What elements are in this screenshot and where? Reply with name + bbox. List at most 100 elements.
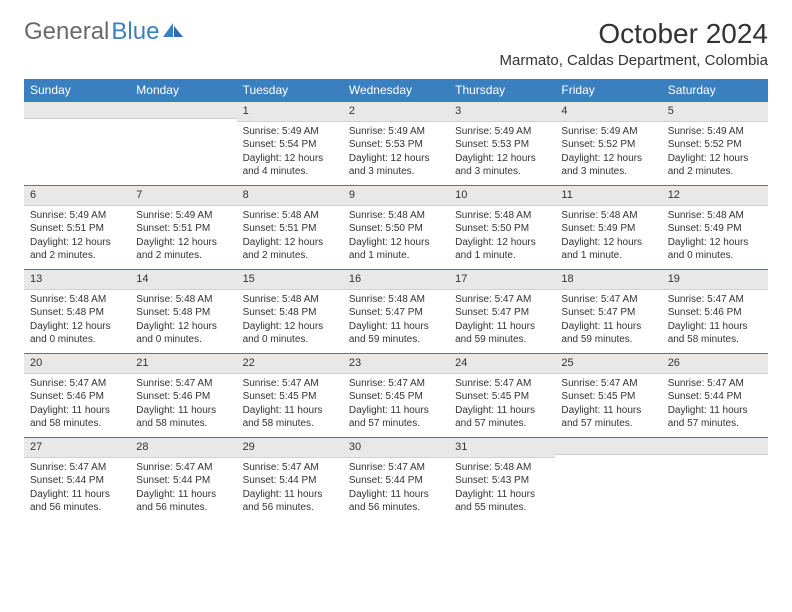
calendar-cell: 22Sunrise: 5:47 AMSunset: 5:45 PMDayligh… [237,353,343,437]
month-title: October 2024 [500,18,768,50]
daylight-text: Daylight: 12 hours and 3 minutes. [561,152,655,179]
calendar-cell: 10Sunrise: 5:48 AMSunset: 5:50 PMDayligh… [449,185,555,269]
sunset-text: Sunset: 5:53 PM [349,138,443,152]
sunrise-text: Sunrise: 5:48 AM [30,293,124,307]
daylight-text: Daylight: 12 hours and 1 minute. [455,236,549,263]
day-number: 25 [555,353,661,374]
sunrise-text: Sunrise: 5:48 AM [349,209,443,223]
logo-text-blue: Blue [111,18,159,46]
daylight-text: Daylight: 12 hours and 0 minutes. [30,320,124,347]
sunset-text: Sunset: 5:53 PM [455,138,549,152]
calendar-cell: 15Sunrise: 5:48 AMSunset: 5:48 PMDayligh… [237,269,343,353]
day-details: Sunrise: 5:47 AMSunset: 5:44 PMDaylight:… [24,458,130,521]
day-details: Sunrise: 5:49 AMSunset: 5:53 PMDaylight:… [343,122,449,185]
sunrise-text: Sunrise: 5:48 AM [668,209,762,223]
calendar-cell: 25Sunrise: 5:47 AMSunset: 5:45 PMDayligh… [555,353,661,437]
day-number: 31 [449,437,555,458]
sunrise-text: Sunrise: 5:48 AM [561,209,655,223]
day-details: Sunrise: 5:48 AMSunset: 5:49 PMDaylight:… [662,206,768,269]
sunset-text: Sunset: 5:47 PM [349,306,443,320]
day-details: Sunrise: 5:49 AMSunset: 5:51 PMDaylight:… [24,206,130,269]
day-number: 10 [449,185,555,206]
sunrise-text: Sunrise: 5:47 AM [455,293,549,307]
calendar-cell [24,101,130,185]
sunrise-text: Sunrise: 5:47 AM [668,377,762,391]
daylight-text: Daylight: 11 hours and 58 minutes. [668,320,762,347]
day-number: 3 [449,101,555,122]
calendar-cell: 16Sunrise: 5:48 AMSunset: 5:47 PMDayligh… [343,269,449,353]
sunrise-text: Sunrise: 5:48 AM [349,293,443,307]
day-details: Sunrise: 5:47 AMSunset: 5:44 PMDaylight:… [343,458,449,521]
sunrise-text: Sunrise: 5:48 AM [243,209,337,223]
sunset-text: Sunset: 5:47 PM [455,306,549,320]
day-header: Saturday [662,79,768,101]
calendar-cell: 5Sunrise: 5:49 AMSunset: 5:52 PMDaylight… [662,101,768,185]
daylight-text: Daylight: 11 hours and 56 minutes. [136,488,230,515]
sunrise-text: Sunrise: 5:47 AM [243,377,337,391]
logo-text-general: General [24,18,109,46]
daylight-text: Daylight: 11 hours and 55 minutes. [455,488,549,515]
day-details: Sunrise: 5:49 AMSunset: 5:53 PMDaylight:… [449,122,555,185]
day-number: 27 [24,437,130,458]
day-number: 17 [449,269,555,290]
daylight-text: Daylight: 12 hours and 2 minutes. [668,152,762,179]
daylight-text: Daylight: 12 hours and 2 minutes. [243,236,337,263]
day-number: 23 [343,353,449,374]
sunrise-text: Sunrise: 5:48 AM [455,461,549,475]
sunset-text: Sunset: 5:48 PM [136,306,230,320]
day-number: 20 [24,353,130,374]
sunrise-text: Sunrise: 5:47 AM [243,461,337,475]
calendar-cell: 30Sunrise: 5:47 AMSunset: 5:44 PMDayligh… [343,437,449,521]
day-number: 19 [662,269,768,290]
calendar-cell: 13Sunrise: 5:48 AMSunset: 5:48 PMDayligh… [24,269,130,353]
day-number: 5 [662,101,768,122]
day-details: Sunrise: 5:47 AMSunset: 5:46 PMDaylight:… [130,374,236,437]
daylight-text: Daylight: 11 hours and 57 minutes. [561,404,655,431]
day-number: 9 [343,185,449,206]
sunrise-text: Sunrise: 5:49 AM [136,209,230,223]
sunset-text: Sunset: 5:51 PM [136,222,230,236]
day-details: Sunrise: 5:48 AMSunset: 5:48 PMDaylight:… [237,290,343,353]
sunrise-text: Sunrise: 5:49 AM [668,125,762,139]
sunset-text: Sunset: 5:49 PM [561,222,655,236]
day-details: Sunrise: 5:47 AMSunset: 5:45 PMDaylight:… [555,374,661,437]
day-number: 4 [555,101,661,122]
day-number: 29 [237,437,343,458]
calendar-cell: 24Sunrise: 5:47 AMSunset: 5:45 PMDayligh… [449,353,555,437]
sunset-text: Sunset: 5:44 PM [136,474,230,488]
location: Marmato, Caldas Department, Colombia [500,52,768,69]
day-details: Sunrise: 5:47 AMSunset: 5:47 PMDaylight:… [449,290,555,353]
calendar-cell: 12Sunrise: 5:48 AMSunset: 5:49 PMDayligh… [662,185,768,269]
calendar-cell: 3Sunrise: 5:49 AMSunset: 5:53 PMDaylight… [449,101,555,185]
sunrise-text: Sunrise: 5:49 AM [243,125,337,139]
day-number: 7 [130,185,236,206]
calendar-cell: 2Sunrise: 5:49 AMSunset: 5:53 PMDaylight… [343,101,449,185]
day-header: Wednesday [343,79,449,101]
sunrise-text: Sunrise: 5:47 AM [668,293,762,307]
day-number: 11 [555,185,661,206]
day-details: Sunrise: 5:47 AMSunset: 5:47 PMDaylight:… [555,290,661,353]
day-number: 21 [130,353,236,374]
calendar-cell: 27Sunrise: 5:47 AMSunset: 5:44 PMDayligh… [24,437,130,521]
calendar-body: 1Sunrise: 5:49 AMSunset: 5:54 PMDaylight… [24,101,768,521]
sunset-text: Sunset: 5:48 PM [30,306,124,320]
daylight-text: Daylight: 11 hours and 59 minutes. [455,320,549,347]
day-details: Sunrise: 5:48 AMSunset: 5:50 PMDaylight:… [449,206,555,269]
sunrise-text: Sunrise: 5:49 AM [561,125,655,139]
daylight-text: Daylight: 11 hours and 56 minutes. [30,488,124,515]
sunset-text: Sunset: 5:47 PM [561,306,655,320]
sunrise-text: Sunrise: 5:48 AM [136,293,230,307]
sunset-text: Sunset: 5:46 PM [668,306,762,320]
daylight-text: Daylight: 12 hours and 2 minutes. [30,236,124,263]
empty-day [24,101,130,119]
day-number: 15 [237,269,343,290]
day-details: Sunrise: 5:47 AMSunset: 5:45 PMDaylight:… [449,374,555,437]
calendar-table: SundayMondayTuesdayWednesdayThursdayFrid… [24,79,768,521]
sunrise-text: Sunrise: 5:49 AM [349,125,443,139]
calendar-cell: 7 Sunrise: 5:49 AMSunset: 5:51 PMDaylight… [130,185,236,269]
sunset-text: Sunset: 5:45 PM [349,390,443,404]
daylight-text: Daylight: 11 hours and 58 minutes. [243,404,337,431]
daylight-text: Daylight: 12 hours and 2 minutes. [136,236,230,263]
sunrise-text: Sunrise: 5:47 AM [561,293,655,307]
day-number: 2 [343,101,449,122]
